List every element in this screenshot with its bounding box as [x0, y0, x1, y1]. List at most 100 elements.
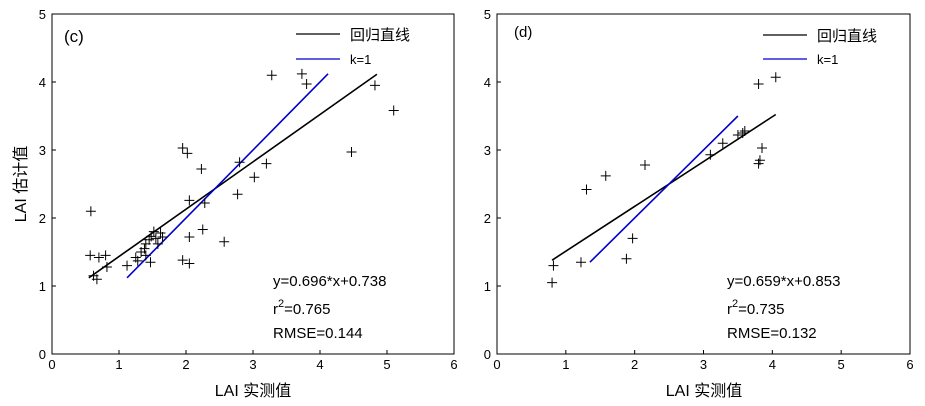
data-point — [132, 255, 143, 266]
data-point — [369, 80, 380, 91]
data-point — [753, 79, 764, 90]
y-tick-label: 4 — [484, 75, 491, 90]
x-tick-label: 0 — [493, 357, 500, 372]
legend-label-one-to-one: k=1 — [350, 52, 371, 67]
data-point — [266, 70, 277, 81]
r-squared-exponent: 2 — [732, 298, 738, 310]
data-point — [93, 252, 104, 263]
plot-frame — [51, 13, 455, 355]
data-point — [91, 274, 102, 285]
data-point — [100, 250, 111, 261]
x-tick-label: 3 — [700, 357, 707, 372]
data-point — [621, 253, 632, 264]
data-point — [547, 277, 558, 288]
data-point — [145, 257, 156, 268]
data-point — [639, 159, 650, 170]
data-points — [547, 72, 781, 288]
data-point — [717, 138, 728, 149]
panel-label: (c) — [64, 27, 84, 46]
data-point — [581, 184, 592, 195]
data-point — [346, 147, 357, 158]
x-tick-label: 2 — [631, 357, 638, 372]
data-point — [739, 125, 750, 136]
legend: 回归直线 k=1 — [296, 27, 410, 67]
y-tick-label: 5 — [484, 7, 491, 22]
data-point — [232, 189, 243, 200]
data-point — [177, 142, 188, 153]
one-to-one-line — [126, 73, 329, 279]
y-tick-label: 2 — [484, 211, 491, 226]
data-point — [705, 149, 716, 160]
data-point — [197, 224, 208, 235]
y-tick-label: 0 — [39, 347, 46, 362]
plot-frame — [496, 13, 911, 355]
y-tick-label: 3 — [39, 143, 46, 158]
data-point — [301, 79, 312, 90]
fit-lines — [551, 113, 777, 263]
data-point — [754, 155, 765, 166]
data-point — [737, 128, 748, 138]
regression-equation: y=0.696*x+0.738 — [273, 273, 386, 290]
y-tick-label: 1 — [484, 279, 491, 294]
y-tick-label: 5 — [39, 7, 46, 22]
data-point — [627, 233, 638, 244]
x-axis-label: LAI 实测值 — [666, 382, 742, 400]
data-point — [296, 68, 307, 79]
y-tick-label: 3 — [484, 143, 491, 158]
data-point — [196, 164, 207, 175]
legend: 回归直线 k=1 — [763, 28, 877, 67]
axis-ticks: 0 1 2 3 4 5 6 0 1 2 3 4 5 — [484, 7, 914, 372]
data-point — [122, 260, 133, 271]
legend-label-regression: 回归直线 — [350, 27, 410, 44]
data-point — [177, 255, 188, 266]
x-tick-label: 6 — [906, 357, 913, 372]
data-point — [184, 258, 195, 269]
legend-label-one-to-one: k=1 — [817, 52, 838, 67]
r-squared-symbol: r — [273, 301, 278, 318]
x-tick-label: 6 — [450, 357, 457, 372]
data-point — [155, 227, 166, 238]
x-tick-label: 1 — [562, 357, 569, 372]
data-points — [85, 68, 399, 285]
data-point — [757, 142, 768, 153]
r-squared-value: =0.765 — [284, 301, 330, 318]
data-point — [139, 243, 150, 254]
data-point — [184, 195, 195, 206]
one-to-one-line — [589, 115, 739, 263]
r-squared-symbol: r — [727, 301, 732, 318]
data-point — [234, 157, 245, 168]
data-point — [148, 226, 159, 237]
data-point — [199, 198, 210, 209]
data-point — [85, 206, 96, 217]
x-axis-label: LAI 实测值 — [215, 382, 291, 400]
legend-label-regression: 回归直线 — [817, 28, 877, 45]
data-point — [548, 260, 559, 271]
regression-line — [551, 113, 777, 261]
y-axis-label: LAI 估计值 — [12, 146, 30, 222]
x-tick-label: 5 — [838, 357, 845, 372]
data-point — [575, 257, 586, 268]
data-point — [249, 172, 260, 183]
r-squared-value: =0.735 — [738, 301, 784, 318]
x-tick-label: 3 — [249, 357, 256, 372]
fit-lines — [88, 73, 378, 279]
y-tick-label: 1 — [39, 279, 46, 294]
x-tick-label: 2 — [182, 357, 189, 372]
data-point — [388, 105, 399, 116]
x-tick-label: 1 — [115, 357, 122, 372]
regression-equation: y=0.659*x+0.853 — [727, 273, 840, 290]
y-tick-label: 0 — [484, 347, 491, 362]
data-point — [150, 233, 161, 244]
x-tick-label: 4 — [769, 357, 776, 372]
r-squared: r2=0.735 — [727, 298, 784, 318]
panel-c: 0 1 2 3 4 5 6 0 1 2 3 4 5 (c) 回归直线 k=1 y=0.696*x+0.7… — [12, 7, 458, 400]
x-tick-label: 4 — [316, 357, 323, 372]
axis-ticks: 0 1 2 3 4 5 6 0 1 2 3 4 5 — [39, 7, 458, 372]
data-point — [152, 238, 163, 249]
data-point — [770, 72, 781, 83]
regression-line — [88, 73, 378, 279]
x-tick-label: 0 — [48, 357, 55, 372]
y-tick-label: 4 — [39, 75, 46, 90]
rmse: RMSE=0.132 — [727, 325, 817, 342]
data-point — [140, 250, 151, 261]
